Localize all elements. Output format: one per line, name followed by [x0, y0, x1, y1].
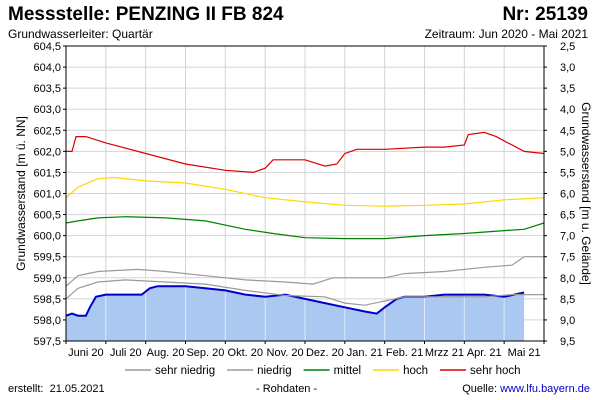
y-tick-label: 604,0 — [33, 62, 61, 74]
y-tick-label: 598,0 — [33, 315, 61, 327]
source-label: Quelle: — [462, 383, 498, 395]
axes: 597,5 598,0 598,5 599,0 599,5 600,0 600,5 601,0… — [14, 41, 593, 359]
legend-label: hoch — [403, 365, 428, 377]
series-line-niedrig — [65, 256, 544, 287]
y-right-tick-label: 5,0 — [560, 146, 575, 158]
y-tick-label: 597,5 — [33, 336, 61, 348]
y-tick-label: 602,0 — [33, 146, 61, 158]
station-number: Nr: 25139 — [502, 4, 588, 25]
aquifer-label: Grundwasserleiter: Quartär — [8, 27, 153, 41]
measured-fill — [66, 286, 525, 341]
series-line-sehr-niedrig — [65, 279, 544, 306]
y-right-tick-label: 6,5 — [560, 210, 575, 222]
y-right-tick-label: 4,5 — [560, 125, 575, 137]
y-right-tick-label: 7,0 — [560, 231, 575, 243]
series-line-sehr-hoch — [66, 131, 545, 174]
source-link[interactable]: www.lfu.bayern.de — [500, 383, 590, 395]
x-tick-label: Aug. 20 — [147, 347, 185, 359]
y-tick-label: 603,5 — [33, 83, 61, 95]
created-label: erstellt: — [8, 383, 44, 395]
y-tick-label: 599,0 — [33, 273, 61, 285]
x-tick-label: Okt. 20 — [228, 347, 263, 359]
y-right-tick-label: 9,5 — [560, 336, 575, 348]
x-tick-label: Juni 20 — [68, 347, 103, 359]
measured-area — [65, 277, 525, 341]
period-label: Zeitraum: Jun 2020 - Mai 2021 — [424, 27, 588, 41]
x-tick-label: Jan. 21 — [347, 347, 383, 359]
y-right-tick-label: 3,0 — [560, 62, 575, 74]
source-info: Quelle: www.lfu.bayern.de — [462, 383, 590, 395]
y-tick-label: 600,5 — [33, 210, 61, 222]
y-right-tick-label: 8,0 — [560, 273, 575, 285]
legend-label: mittel — [334, 365, 361, 377]
data-note: - Rohdaten - — [256, 383, 318, 395]
created-info: erstellt: 21.05.2021 — [8, 383, 105, 395]
x-tick-label: Nov. 20 — [267, 347, 304, 359]
legend-label: sehr niedrig — [155, 365, 215, 377]
y-tick-label: 604,5 — [33, 41, 61, 53]
reference-lines — [65, 131, 545, 306]
legend-label: niedrig — [257, 365, 292, 377]
page-title: Messstelle: PENZING II FB 824 — [8, 4, 284, 25]
x-tick-label: Juli 20 — [110, 347, 142, 359]
y-right-tick-label: 6,0 — [560, 189, 575, 201]
x-tick-label: Apr. 21 — [467, 347, 502, 359]
x-tick-label: Mrzz 21 — [425, 347, 464, 359]
y-tick-label: 600,0 — [33, 231, 61, 243]
y-right-tick-label: 4,0 — [560, 104, 575, 116]
y-tick-label: 601,0 — [33, 189, 61, 201]
x-tick-label: Mai 21 — [508, 347, 541, 359]
y-right-tick-label: 7,5 — [560, 252, 575, 264]
x-tick-label: Dez. 20 — [306, 347, 344, 359]
legend: sehr niedrig niedrig mittel hoch sehr hoch — [125, 365, 521, 377]
y-tick-label: 603,0 — [33, 104, 61, 116]
y-right-tick-label: 9,0 — [560, 315, 575, 327]
y-tick-label: 601,5 — [33, 167, 61, 179]
y-right-tick-label: 5,5 — [560, 167, 575, 179]
x-tick-label: Feb. 21 — [386, 347, 423, 359]
y-right-axis-title: Grundwasserstand [m u. Gelände] — [579, 102, 593, 285]
series-line-hoch — [65, 176, 545, 207]
y-right-tick-label: 2,5 — [560, 41, 575, 53]
y-right-tick-label: 8,5 — [560, 294, 575, 306]
created-date: 21.05.2021 — [49, 383, 105, 395]
series-line-mittel — [65, 216, 545, 240]
legend-label: sehr hoch — [470, 365, 521, 377]
y-tick-label: 602,5 — [33, 125, 61, 137]
y-right-tick-label: 3,5 — [560, 83, 575, 95]
x-tick-label: Sep. 20 — [186, 347, 224, 359]
y-tick-label: 599,5 — [33, 252, 61, 264]
y-axis-title: Grundwasserstand [m ü. NN] — [14, 116, 28, 271]
y-tick-label: 598,5 — [33, 294, 61, 306]
